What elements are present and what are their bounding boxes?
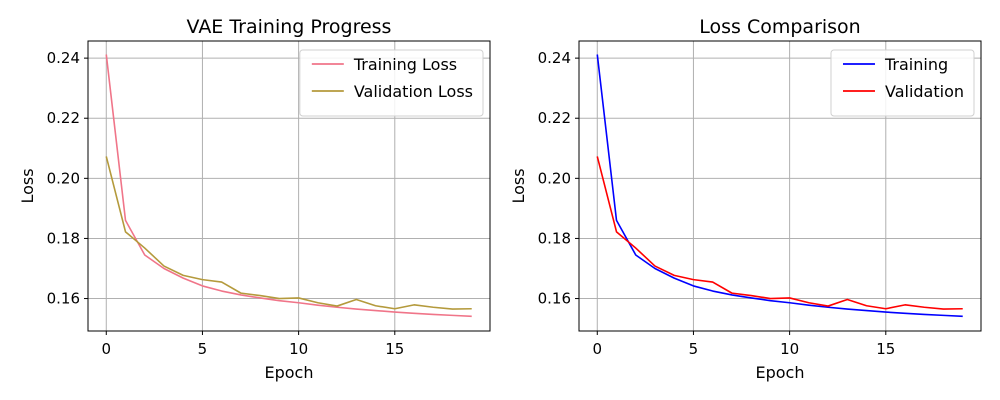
x-tick-label: 5	[689, 340, 699, 358]
x-tick-label: 15	[876, 340, 895, 358]
chart-2: 0 5 10 15 0.16 0.18 0.20 0.22 0.24 Loss Compariso…	[509, 16, 982, 382]
series-line-training-loss	[105, 54, 472, 318]
x-tick-label: 5	[198, 340, 208, 358]
legend-label: Training	[884, 55, 948, 74]
y-tick-label: 0.18	[47, 229, 80, 247]
x-tick-label: 0	[101, 340, 111, 358]
y-tick-label: 0.22	[47, 109, 80, 127]
series-line-validation	[596, 156, 963, 310]
plot-frame	[87, 40, 491, 332]
y-tick-label: 0.18	[538, 229, 571, 247]
x-tick-label: 0	[592, 340, 602, 358]
chart-1: 0 5 10 15 0.16 0.18 0.20 0.22 0.24 VAE Training P…	[18, 16, 491, 382]
y-tick-label: 0.20	[538, 169, 571, 187]
legend-label: Validation	[885, 82, 964, 101]
legend-label: Training Loss	[353, 55, 457, 74]
y-tick-label: 0.24	[538, 49, 571, 67]
chart-title: Loss Comparison	[699, 16, 860, 38]
legend-label: Validation Loss	[354, 82, 473, 101]
series-line-training	[596, 54, 963, 318]
y-axis-label: Loss	[509, 168, 528, 203]
y-tick-label: 0.16	[538, 290, 571, 308]
legend-frame	[299, 49, 484, 117]
legend: Training Loss Validation Loss	[299, 49, 484, 117]
x-axis-label: Epoch	[265, 363, 314, 382]
legend-frame	[830, 49, 975, 117]
y-axis-label: Loss	[18, 168, 37, 203]
plot-frame	[578, 40, 982, 332]
x-tick-label: 10	[289, 340, 308, 358]
y-tick-label: 0.24	[47, 49, 80, 67]
y-tick-label: 0.20	[47, 169, 80, 187]
y-tick-label: 0.16	[47, 290, 80, 308]
y-tick-label: 0.22	[538, 109, 571, 127]
series-line-validation-loss	[105, 156, 472, 310]
x-tick-label: 15	[385, 340, 404, 358]
legend: Training Validation	[830, 49, 975, 117]
x-axis-label: Epoch	[756, 363, 805, 382]
x-tick-label: 10	[780, 340, 799, 358]
chart-title: VAE Training Progress	[187, 16, 392, 38]
